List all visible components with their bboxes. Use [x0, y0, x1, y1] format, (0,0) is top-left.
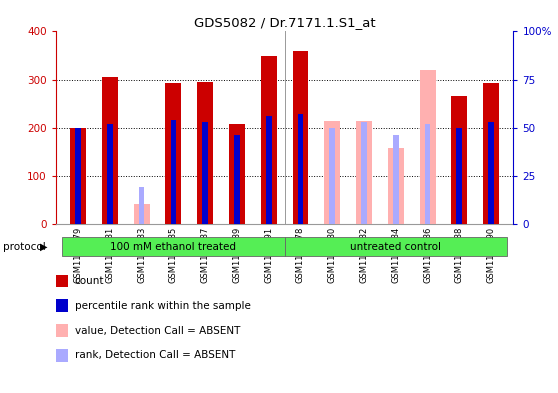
Text: rank, Detection Call = ABSENT: rank, Detection Call = ABSENT [75, 350, 235, 360]
Bar [456, 128, 462, 224]
Bar [107, 124, 113, 224]
Text: value, Detection Call = ABSENT: value, Detection Call = ABSENT [75, 325, 240, 336]
Bar [420, 70, 435, 224]
Bar [165, 83, 181, 224]
Bar [297, 114, 304, 224]
Text: untreated control: untreated control [350, 242, 441, 252]
Bar [451, 96, 467, 224]
Bar [134, 204, 150, 224]
FancyBboxPatch shape [285, 237, 507, 256]
Text: 100 mM ethanol treated: 100 mM ethanol treated [110, 242, 237, 252]
Text: count: count [75, 276, 104, 286]
Bar [266, 116, 272, 224]
Bar [361, 122, 367, 224]
Bar [324, 121, 340, 224]
Text: ▶: ▶ [40, 242, 47, 252]
Bar [393, 136, 398, 224]
Bar [139, 187, 145, 224]
Bar [229, 124, 245, 224]
Bar [197, 81, 213, 224]
Bar [388, 148, 404, 224]
Bar [75, 128, 81, 224]
Bar [171, 120, 176, 224]
Bar [261, 55, 277, 224]
Text: percentile rank within the sample: percentile rank within the sample [75, 301, 251, 311]
Bar [234, 136, 240, 224]
Bar [488, 122, 494, 224]
Bar [102, 77, 118, 224]
Bar [425, 124, 430, 224]
Text: protocol: protocol [3, 242, 46, 252]
Bar [70, 128, 86, 224]
Bar [356, 121, 372, 224]
Bar [292, 51, 309, 224]
Bar [329, 128, 335, 224]
Title: GDS5082 / Dr.7171.1.S1_at: GDS5082 / Dr.7171.1.S1_at [194, 16, 376, 29]
Bar [203, 122, 208, 224]
Bar [483, 83, 499, 224]
FancyBboxPatch shape [62, 237, 285, 256]
